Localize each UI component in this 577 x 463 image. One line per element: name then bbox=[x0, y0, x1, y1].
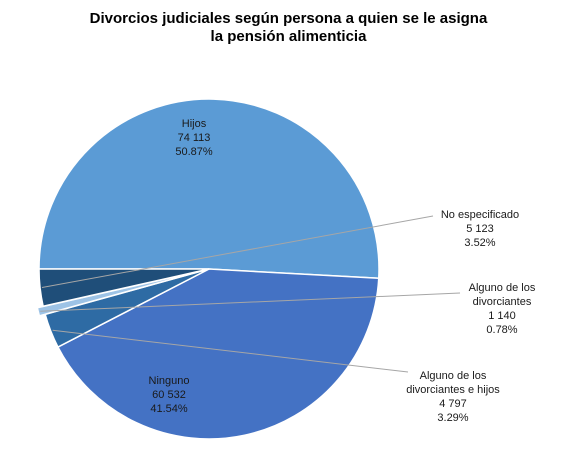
leader-line bbox=[40, 292, 461, 312]
pie-slices bbox=[36, 98, 380, 440]
slice-percent-label: 3.29% bbox=[437, 412, 468, 424]
chart-title: Divorcios judiciales según persona a qui… bbox=[0, 10, 577, 46]
pie-slice bbox=[56, 268, 380, 440]
slice-value-label: 5 123 bbox=[466, 223, 494, 235]
slice-label-name: Alguno de los bbox=[469, 282, 536, 294]
chart-title-line-2: la pensión alimenticia bbox=[210, 28, 367, 45]
pie-slice bbox=[36, 269, 204, 317]
pie-slice bbox=[38, 98, 380, 280]
slice-value-label: 4 797 bbox=[439, 398, 467, 410]
slice-percent-label: 0.78% bbox=[486, 324, 517, 336]
slice-percent-label: 3.52% bbox=[464, 237, 495, 249]
slice-percent-label: 50.87% bbox=[175, 146, 213, 158]
leader-line bbox=[41, 215, 434, 289]
slice-label-name: divorciantes e hijos bbox=[406, 384, 500, 396]
slice-value-label: 74 113 bbox=[178, 132, 211, 144]
slice-percent-label: 41.54% bbox=[150, 403, 188, 415]
slice-label-name: Alguno de los bbox=[420, 370, 487, 382]
chart-title-line-1: Divorcios judiciales según persona a qui… bbox=[89, 10, 488, 27]
slice-value-label: 60 532 bbox=[152, 389, 186, 401]
slice-value-label: 1 140 bbox=[488, 310, 516, 322]
slice-label-name: No especificado bbox=[441, 209, 519, 221]
pie-slice bbox=[38, 268, 210, 308]
slice-label-name: Hijos bbox=[182, 118, 207, 130]
slice-label-name: divorciantes bbox=[473, 296, 532, 308]
leader-lines bbox=[40, 215, 461, 373]
slice-labels: Hijos 74 113 50.87% Ninguno 60 532 41.54% Algu… bbox=[149, 118, 536, 424]
leader-line bbox=[52, 329, 409, 373]
slice-label-name: Ninguno bbox=[149, 375, 190, 387]
